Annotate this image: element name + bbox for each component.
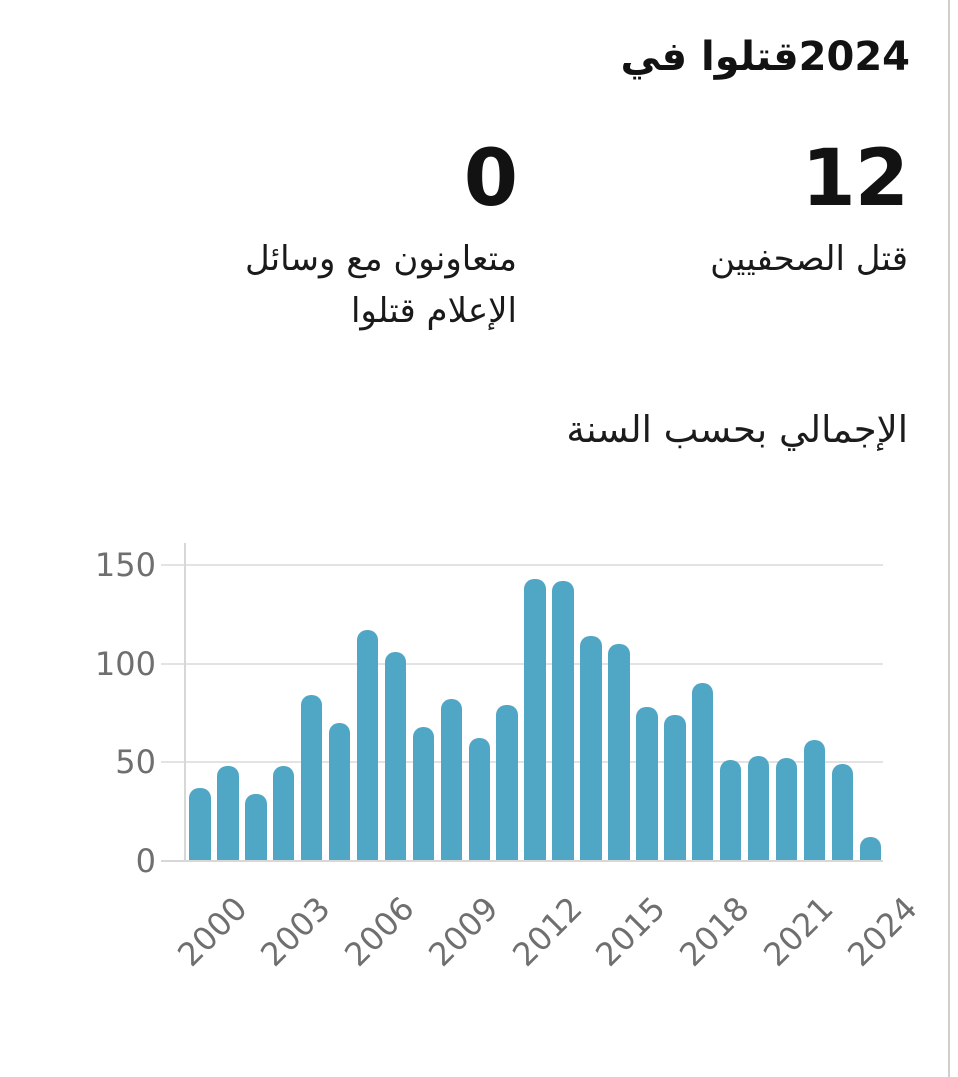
bar-2011[interactable] (496, 704, 518, 861)
x-axis-label-2018: 2018 (672, 889, 757, 974)
bar-2020[interactable] (747, 756, 770, 861)
bar-2016[interactable] (636, 706, 658, 861)
stat-label-media-workers: متعاونون مع وسائل الإعلام قتلوا (244, 239, 517, 331)
gridline-y-150 (161, 564, 883, 566)
x-axis-label-2012: 2012 (504, 889, 590, 974)
bar-2012[interactable] (524, 578, 546, 861)
gridline-y-50 (161, 761, 883, 763)
stat-media-workers-killed: 0 متعاونون مع وسائل الإعلام قتلوا (157, 134, 518, 337)
y-axis-line (183, 543, 186, 862)
y-axis-label-150: 150 (94, 546, 156, 584)
page-title-text: قتلوا في (620, 34, 799, 80)
bar-2019[interactable] (719, 760, 742, 861)
gridline-y-100 (161, 662, 883, 665)
bar-2007[interactable] (384, 651, 407, 861)
bar-2009[interactable] (440, 698, 463, 861)
stat-label-journalists: قتل الصحفيين (710, 239, 908, 279)
bar-2004[interactable] (300, 695, 323, 861)
stat-value-media-workers: 0 (463, 134, 518, 224)
x-axis-label-2000: 2000 (169, 889, 255, 974)
bar-2013[interactable] (552, 580, 574, 861)
bar-2018[interactable] (691, 683, 714, 861)
bar-2017[interactable] (664, 714, 686, 861)
x-axis-label-2021: 2021 (756, 889, 841, 974)
bar-2014[interactable] (580, 635, 602, 861)
section-title-total-by-year: الإجمالي بحسب السنة (566, 408, 908, 451)
bar-2015[interactable] (608, 643, 630, 861)
bar-2010[interactable] (468, 738, 490, 861)
page-title: قتلوا في 2024 (620, 32, 910, 82)
bar-2023[interactable] (831, 763, 854, 861)
x-axis-label-2006: 2006 (337, 889, 422, 974)
stat-journalists-killed: 12 قتل الصحفيين (588, 134, 909, 286)
bar-2001[interactable] (217, 765, 239, 861)
x-axis-label-2024: 2024 (839, 889, 925, 974)
x-axis-label-2003: 2003 (253, 889, 338, 974)
bar-2008[interactable] (412, 726, 435, 861)
x-axis-label-2015: 2015 (588, 889, 674, 974)
y-axis-label-100: 100 (94, 644, 156, 683)
right-edge-divider (948, 0, 950, 1077)
bar-2002[interactable] (245, 793, 267, 861)
y-axis-label-50: 50 (115, 743, 156, 781)
y-axis-label-0: 0 (135, 841, 156, 880)
x-axis-label-2009: 2009 (421, 889, 506, 974)
bar-2021[interactable] (775, 758, 798, 861)
bar-2022[interactable] (803, 740, 826, 861)
bar-2000[interactable] (189, 787, 211, 861)
bar-2006[interactable] (356, 630, 379, 861)
gridline-y-0 (161, 859, 883, 862)
page-title-year: 2024 (798, 34, 910, 80)
bar-2003[interactable] (272, 765, 295, 861)
stat-value-journalists: 12 (801, 134, 909, 224)
bar-2024[interactable] (859, 836, 882, 861)
bar-2005[interactable] (328, 722, 351, 861)
